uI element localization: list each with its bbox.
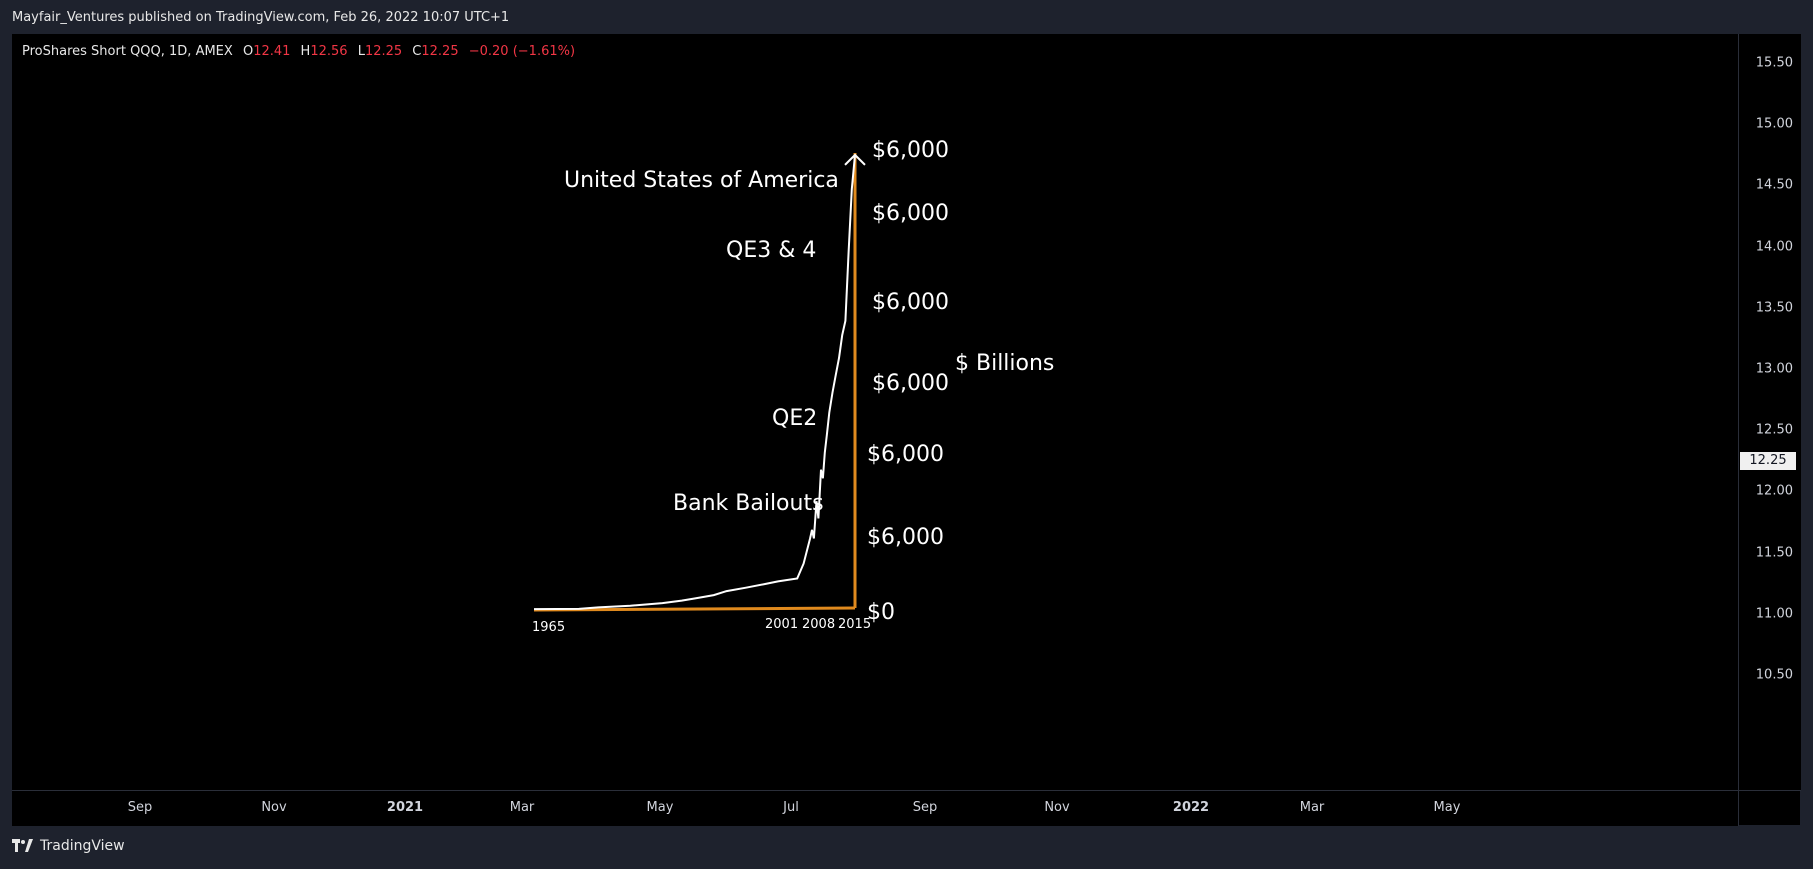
time-tick: Jul: [783, 800, 799, 815]
x-axis-line: [533, 606, 856, 612]
price-tick: 13.00: [1755, 361, 1793, 377]
price-tick: 11.50: [1755, 545, 1793, 561]
symbol-name: ProShares Short QQQ, 1D, AMEX: [22, 44, 233, 59]
annotation-label: QE3 & 4: [726, 238, 816, 263]
price-tick: 15.50: [1755, 55, 1793, 71]
footer: TradingView: [12, 838, 125, 854]
y-label: $6,000: [872, 201, 949, 226]
annotation-label: Bank Bailouts: [673, 491, 824, 516]
x-label: 2008: [802, 617, 835, 632]
x-label: 2001: [765, 617, 798, 632]
change-value: −0.20 (−1.61%): [468, 44, 576, 59]
y-label: $0: [867, 600, 895, 625]
chart-frame[interactable]: ProShares Short QQQ, 1D, AMEX O12.41 H12…: [12, 34, 1801, 826]
price-tick: 14.50: [1755, 177, 1793, 193]
price-tick: 12.00: [1755, 483, 1793, 499]
price-tick: 13.50: [1755, 300, 1793, 316]
price-tick: 11.00: [1755, 606, 1793, 622]
time-tick: May: [1433, 800, 1461, 815]
y-label: $6,000: [872, 138, 949, 163]
price-tick: 14.00: [1755, 239, 1793, 255]
time-tick: Sep: [912, 800, 938, 815]
symbol-legend: ProShares Short QQQ, 1D, AMEX O12.41 H12…: [22, 44, 575, 59]
debt-series-line: [533, 154, 856, 611]
top-bar: Mayfair_Ventures published on TradingVie…: [0, 0, 1813, 34]
published-info: Mayfair_Ventures published on TradingVie…: [12, 10, 510, 25]
time-axis[interactable]: Sep Nov 2021 Mar May Jul Sep Nov 2022 Mar May: [12, 790, 1738, 826]
time-tick: May: [646, 800, 674, 815]
debt-drawing: 1965 2001 2008 2015$0 $6,000 $6,000 $6,000 $6,0…: [532, 138, 1054, 635]
time-tick: Nov: [1044, 800, 1070, 815]
open-value: 12.41: [253, 44, 291, 59]
x-label: 2015: [838, 617, 871, 632]
y-label: $6,000: [867, 442, 944, 467]
low-label: L: [357, 44, 365, 59]
current-price-tag: 12.25: [1740, 451, 1796, 470]
x-label: 1965: [532, 620, 565, 635]
annotation-label: United States of America: [564, 168, 839, 193]
price-tick: 15.00: [1755, 116, 1793, 132]
time-tick: 2022: [1172, 800, 1210, 815]
time-tick: Nov: [261, 800, 287, 815]
close-value: 12.25: [421, 44, 459, 59]
time-tick: Mar: [509, 800, 535, 815]
price-axis[interactable]: 15.50 15.00 14.50 14.00 13.50 13.00 12.50 12.00…: [1738, 34, 1801, 790]
tradingview-logo-icon: [12, 839, 33, 852]
y-axis-title: $ Billions: [955, 351, 1054, 376]
time-tick: 2021: [386, 800, 424, 815]
time-tick: Sep: [127, 800, 153, 815]
high-label: H: [300, 44, 311, 59]
axis-corner: [1738, 790, 1801, 826]
annotation-label: QE2: [772, 406, 817, 431]
chart-plot-area[interactable]: ProShares Short QQQ, 1D, AMEX O12.41 H12…: [12, 34, 1738, 790]
time-tick: Mar: [1299, 800, 1325, 815]
price-tick: 12.50: [1755, 422, 1793, 438]
y-label: $6,000: [872, 371, 949, 396]
tradingview-brand: TradingView: [40, 838, 125, 854]
arrow-head-icon: [844, 153, 866, 166]
high-value: 12.56: [310, 44, 348, 59]
y-label: $6,000: [872, 290, 949, 315]
close-label: C: [412, 44, 422, 59]
price-tick: 10.50: [1755, 667, 1793, 683]
low-value: 12.25: [364, 44, 403, 59]
open-label: O: [242, 44, 254, 59]
y-label: $6,000: [867, 525, 944, 550]
